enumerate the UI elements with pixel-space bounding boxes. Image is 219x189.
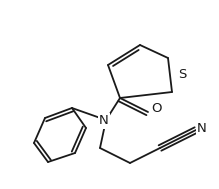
Text: N: N — [99, 115, 109, 128]
Text: N: N — [197, 122, 207, 136]
Text: S: S — [178, 68, 186, 81]
Text: O: O — [151, 101, 161, 115]
